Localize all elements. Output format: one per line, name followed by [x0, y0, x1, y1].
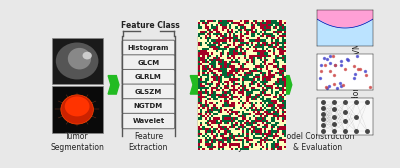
Point: [326, 62, 333, 65]
Bar: [272, 116, 275, 136]
Text: GLSZM: GLSZM: [135, 89, 162, 95]
Point: [363, 73, 370, 76]
FancyBboxPatch shape: [122, 84, 175, 99]
Point: [321, 57, 328, 59]
Text: Data
Analysis: Data Analysis: [222, 132, 254, 152]
Ellipse shape: [68, 48, 91, 69]
Bar: [199, 53, 203, 69]
Point: [338, 60, 344, 63]
FancyBboxPatch shape: [122, 113, 175, 129]
Point: [362, 69, 368, 72]
Ellipse shape: [65, 96, 90, 116]
FancyBboxPatch shape: [122, 99, 175, 114]
Bar: [199, 103, 203, 119]
Point: [317, 69, 324, 72]
Point: [327, 55, 333, 57]
Text: Model Construction
& Evaluation: Model Construction & Evaluation: [280, 132, 354, 152]
Text: Wavelet: Wavelet: [132, 118, 164, 124]
Polygon shape: [281, 76, 292, 94]
Point: [332, 64, 338, 66]
Point: [351, 65, 358, 68]
Point: [340, 84, 346, 87]
Point: [354, 54, 360, 57]
Bar: [272, 96, 275, 116]
Bar: [198, 36, 272, 136]
FancyBboxPatch shape: [52, 86, 103, 133]
Bar: [199, 36, 203, 52]
Point: [352, 73, 358, 76]
Point: [337, 82, 343, 85]
Ellipse shape: [82, 52, 92, 59]
Point: [322, 64, 328, 66]
Text: GLRLM: GLRLM: [135, 74, 162, 80]
Ellipse shape: [61, 95, 94, 124]
Point: [367, 86, 374, 89]
Bar: [199, 69, 203, 86]
FancyBboxPatch shape: [122, 40, 175, 56]
Polygon shape: [108, 76, 119, 94]
Point: [330, 55, 336, 58]
Text: NGTDM: NGTDM: [134, 103, 163, 109]
Bar: [272, 56, 275, 76]
Text: Feature Class: Feature Class: [121, 21, 179, 30]
Point: [324, 57, 330, 60]
Point: [338, 84, 344, 87]
Point: [344, 57, 350, 60]
Point: [342, 67, 348, 70]
Text: ANN: ANN: [352, 113, 362, 130]
Point: [355, 68, 361, 71]
Point: [326, 85, 332, 87]
Point: [338, 64, 344, 67]
Point: [331, 73, 338, 76]
Text: Random Forest: Random Forest: [352, 57, 362, 115]
Point: [332, 64, 338, 67]
Text: Feature
Extraction: Feature Extraction: [129, 132, 168, 152]
Bar: [272, 36, 275, 56]
Point: [316, 77, 323, 79]
Bar: [272, 76, 275, 96]
Text: GLCM: GLCM: [137, 59, 160, 66]
Point: [323, 86, 330, 89]
Point: [318, 64, 324, 67]
Point: [345, 59, 352, 62]
Point: [357, 67, 363, 70]
Bar: [199, 86, 203, 102]
Point: [324, 87, 330, 90]
Polygon shape: [190, 76, 201, 94]
FancyBboxPatch shape: [122, 55, 175, 70]
Point: [334, 86, 340, 89]
Text: Histogram: Histogram: [128, 45, 169, 51]
FancyBboxPatch shape: [122, 69, 175, 85]
Text: Tumor
Segmentation: Tumor Segmentation: [50, 132, 104, 152]
Text: SVM: SVM: [352, 41, 362, 58]
Ellipse shape: [56, 43, 98, 79]
Bar: [199, 119, 203, 136]
Point: [331, 83, 337, 85]
Point: [351, 77, 357, 79]
Point: [327, 70, 334, 73]
FancyBboxPatch shape: [52, 38, 103, 84]
